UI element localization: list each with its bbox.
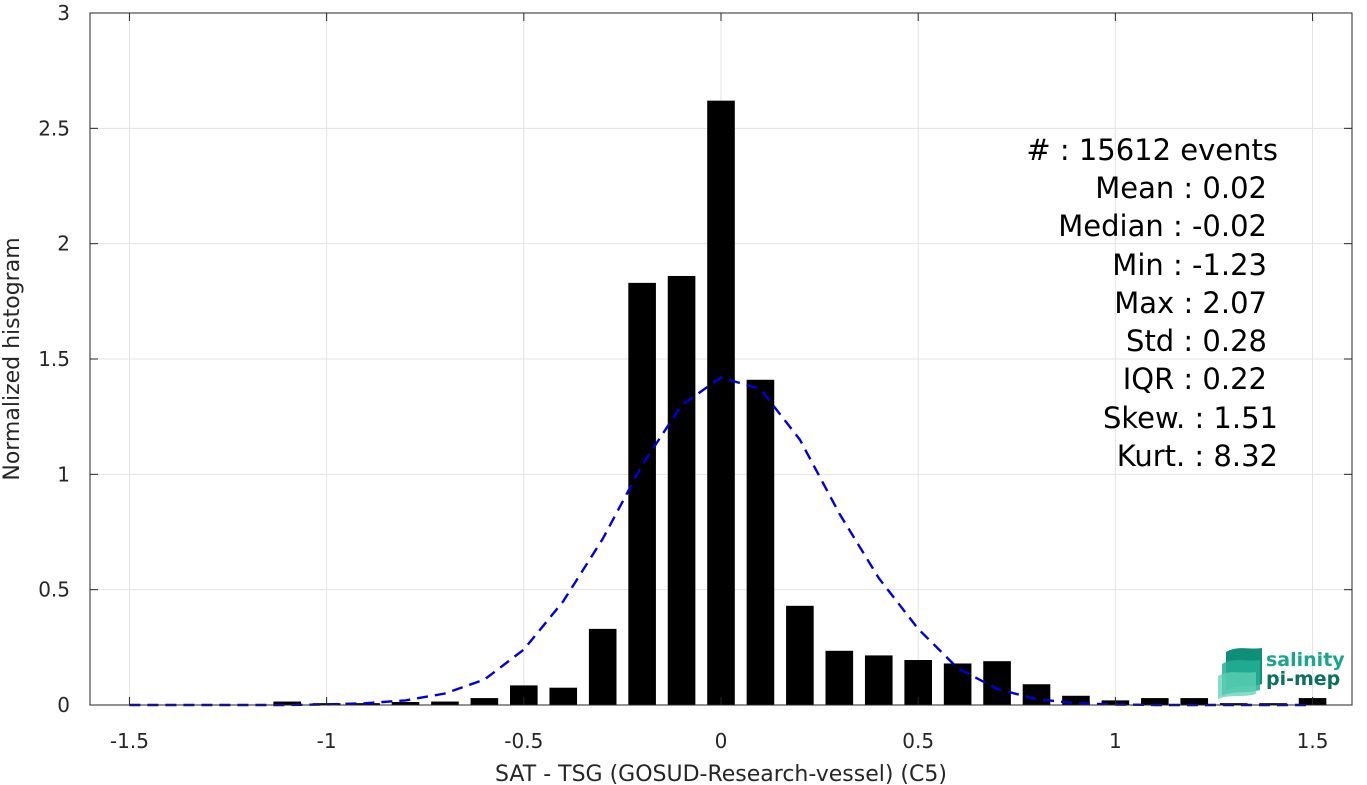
stat-events: # : 15612 events <box>1026 133 1278 167</box>
stat-max: Max : 2.07 <box>1114 286 1267 320</box>
histogram-bar <box>470 698 499 705</box>
histogram-bars <box>273 100 1327 706</box>
y-tick-label: 1.5 <box>38 347 70 371</box>
x-tick-label: 0 <box>715 729 728 753</box>
histogram-bar <box>1180 698 1209 705</box>
histogram-bar <box>431 701 459 705</box>
histogram-bar <box>667 275 696 705</box>
y-tick-label: 1 <box>57 462 70 486</box>
y-tick-label: 0 <box>57 693 70 717</box>
statistics-box: # : 15612 events Mean : 0.02 Median : -0… <box>1026 133 1278 473</box>
y-axis-label: Normalized histogram <box>0 237 25 480</box>
stat-mean: Mean : 0.02 <box>1095 171 1267 205</box>
stat-median: Median : -0.02 <box>1058 209 1267 243</box>
histogram-bar <box>943 663 972 705</box>
x-tick-label: 1 <box>1109 729 1122 753</box>
logo-text-salinity: salinity <box>1266 649 1345 671</box>
x-tick-label: -1 <box>317 729 337 753</box>
histogram-bar <box>391 702 420 705</box>
histogram-bar <box>1022 684 1051 705</box>
x-tick-label: -1.5 <box>110 729 149 753</box>
stat-iqr: IQR : 0.22 <box>1123 362 1267 396</box>
histogram-bar <box>864 655 893 705</box>
histogram-bar <box>825 650 854 705</box>
histogram-bar <box>588 628 617 705</box>
logo-text-pimep: pi-mep <box>1266 668 1340 690</box>
histogram-bar <box>1259 703 1287 705</box>
histogram-bar <box>1062 695 1090 705</box>
y-axis-ticks: 0 0.5 1 1.5 2 2.5 3 <box>38 1 1352 717</box>
stat-min: Min : -1.23 <box>1112 248 1267 282</box>
histogram-bar <box>983 661 1011 705</box>
x-axis-label: SAT - TSG (GOSUD-Research-vessel) (C5) <box>495 762 947 785</box>
histogram-bar <box>1141 698 1169 705</box>
histogram-bar <box>746 379 775 705</box>
stat-skew: Skew. : 1.51 <box>1103 401 1278 435</box>
y-tick-label: 2 <box>57 232 70 256</box>
y-tick-label: 0.5 <box>38 578 70 602</box>
histogram-bar <box>549 687 578 705</box>
x-tick-label: -0.5 <box>504 729 543 753</box>
y-tick-label: 3 <box>57 1 70 25</box>
histogram-bar <box>707 100 735 706</box>
histogram-bar <box>628 282 656 705</box>
x-axis-ticks: -1.5 -1 -0.5 0 0.5 1 1.5 <box>110 13 1329 753</box>
histogram-bar <box>510 685 538 705</box>
y-tick-label: 2.5 <box>38 116 70 140</box>
salinity-pi-mep-logo: salinity pi-mep <box>1218 648 1345 699</box>
x-tick-label: 1.5 <box>1297 729 1329 753</box>
histogram-bar <box>786 605 814 705</box>
stat-std: Std : 0.28 <box>1126 324 1267 358</box>
stat-kurt: Kurt. : 8.32 <box>1117 439 1278 473</box>
logo-wave-icon <box>1218 648 1262 699</box>
x-tick-label: 0.5 <box>902 729 934 753</box>
histogram-bar <box>273 701 301 705</box>
